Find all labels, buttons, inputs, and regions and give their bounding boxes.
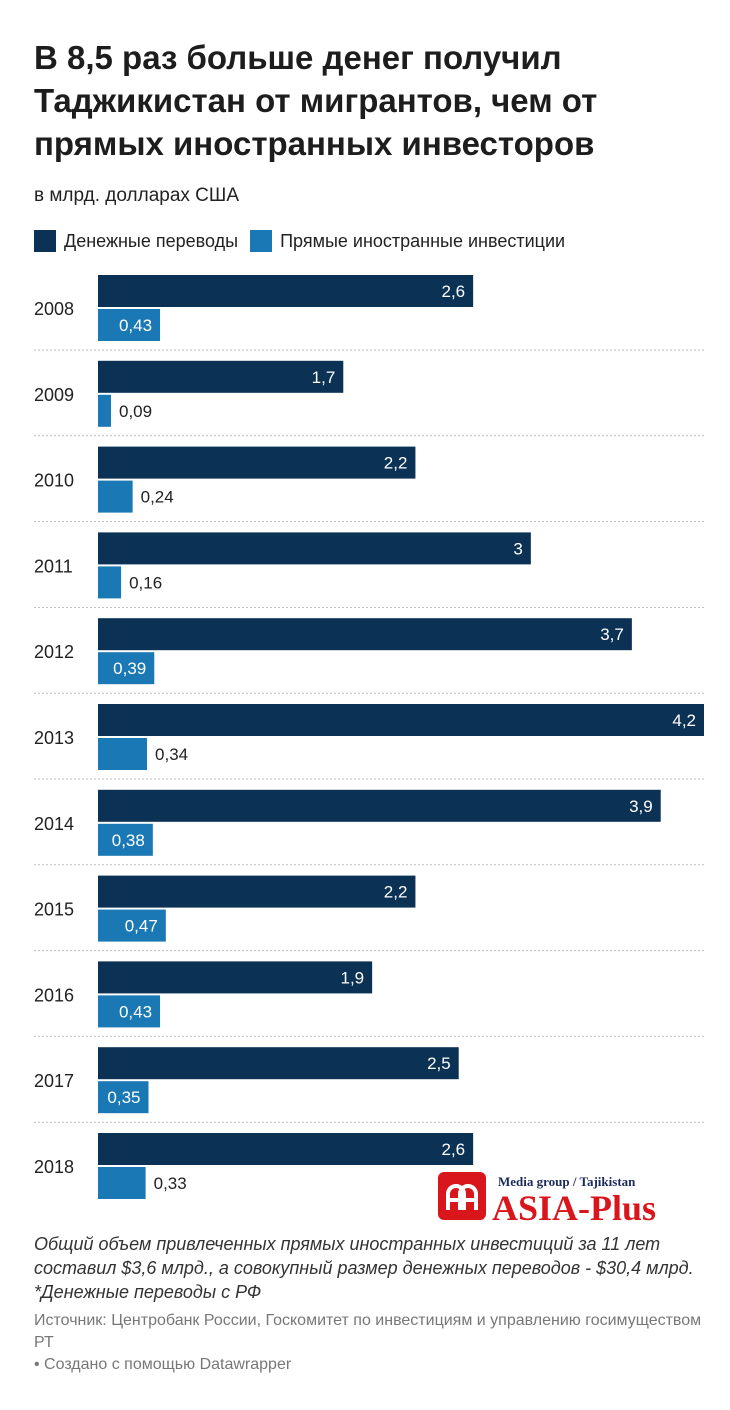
remittances-bar (98, 1047, 459, 1080)
remittances-bar (98, 275, 474, 307)
category-label: 2010 (34, 471, 74, 491)
fdi-bar (98, 738, 148, 770)
data-label: 2,2 (384, 883, 408, 902)
legend-item-fdi: Прямые иностранные инвестиции (250, 230, 565, 252)
data-label: 2,6 (442, 282, 466, 301)
data-label: 0,24 (141, 488, 174, 507)
remittances-bar (98, 532, 531, 565)
chart-title: В 8,5 раз больше денег получил Таджикист… (34, 39, 598, 162)
data-label: 2,5 (427, 1054, 451, 1073)
legend-label: Денежные переводы (64, 230, 239, 251)
data-label: 0,43 (119, 1002, 152, 1021)
remittances-bar (98, 1133, 474, 1165)
category-label: 2012 (34, 642, 74, 662)
category-label: 2016 (34, 985, 74, 1005)
data-label: 1,9 (341, 968, 365, 987)
data-label: 0,39 (113, 659, 146, 678)
fdi-bar (98, 823, 153, 856)
fdi-bar (98, 909, 166, 942)
data-label: 1,7 (312, 368, 336, 387)
category-label: 2018 (34, 1157, 74, 1177)
data-label: 0,34 (155, 745, 188, 764)
remittances-bar (98, 360, 344, 393)
data-label: 0,38 (112, 831, 145, 850)
data-label: 0,33 (154, 1174, 187, 1193)
data-label: 2,2 (384, 454, 408, 473)
chart-source: Источник: Центробанк России, Госкомитет … (34, 1310, 714, 1376)
svg-text:Media group / Tajikistan: Media group / Tajikistan (498, 1174, 636, 1189)
category-label: 2015 (34, 900, 74, 920)
svg-text:ASIA-Plus: ASIA-Plus (492, 1188, 656, 1222)
bar-chart: 2008 2,6 0,43 2009 1,7 0,09 2010 2,2 0,24 2011 3 0,… (34, 275, 704, 1199)
remittances-bar (98, 446, 416, 479)
legend-swatch (34, 230, 56, 252)
remittances-bar (98, 618, 632, 651)
legend-item-remittances: Денежные переводы (34, 230, 238, 252)
category-label: 2013 (34, 728, 74, 748)
fdi-bar (98, 652, 155, 685)
fdi-bar (98, 995, 161, 1028)
category-label: 2009 (34, 385, 74, 405)
data-label: 3,9 (629, 797, 653, 816)
fdi-bar (98, 394, 111, 427)
remittances-bar (98, 704, 704, 736)
data-label: 4,2 (672, 711, 696, 730)
category-label: 2017 (34, 1071, 74, 1091)
data-label: 3,7 (600, 625, 624, 644)
data-label: 0,16 (129, 573, 162, 592)
fdi-bar (98, 1167, 146, 1199)
category-label: 2008 (34, 299, 74, 319)
fdi-bar (98, 1081, 149, 1114)
data-label: 0,09 (119, 402, 152, 421)
category-label: 2014 (34, 814, 74, 834)
fdi-bar (98, 480, 133, 513)
remittances-bar (98, 875, 416, 908)
source-text: Источник: Центробанк России, Госкомитет … (34, 1312, 702, 1351)
datawrapper-credit[interactable]: • Создано с помощью Datawrapper (34, 1356, 292, 1373)
data-label: 0,47 (125, 917, 158, 936)
data-label: 0,35 (107, 1088, 140, 1107)
chart-notes: Общий объем привлеченных прямых иностран… (34, 1234, 694, 1302)
remittances-bar (98, 961, 373, 994)
fdi-bar (98, 566, 122, 599)
data-label: 3 (513, 539, 522, 558)
legend-swatch (250, 230, 273, 252)
legend: Денежные переводы Прямые иностранные инв… (34, 230, 577, 252)
asia-plus-logo: Media group / Tajikistan ASIA-Plus (438, 1172, 656, 1222)
chart-subtitle: в млрд. долларах США (34, 185, 239, 206)
fdi-bar (98, 309, 161, 341)
data-label: 0,43 (119, 316, 152, 335)
category-label: 2011 (34, 556, 73, 576)
legend-label: Прямые иностранные инвестиции (280, 230, 566, 251)
remittances-bar (98, 789, 661, 822)
data-label: 2,6 (442, 1140, 466, 1159)
